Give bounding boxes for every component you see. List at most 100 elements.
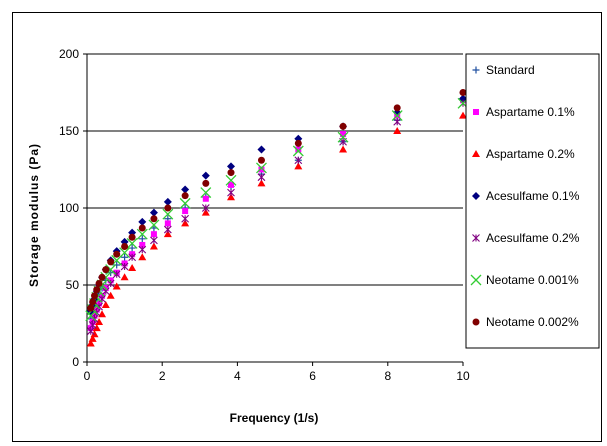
data-point — [120, 262, 129, 271]
data-point — [459, 111, 467, 119]
data-point — [164, 204, 172, 212]
data-point — [138, 235, 146, 243]
data-point — [120, 273, 129, 281]
data-point — [164, 220, 171, 227]
data-point — [163, 225, 172, 234]
legend-marker-3 — [472, 150, 480, 157]
data-point — [228, 181, 235, 188]
data-point — [105, 264, 117, 276]
series-6 — [85, 97, 469, 322]
legend-label-7: Neotame 0.002% — [486, 315, 579, 329]
data-point — [295, 146, 302, 153]
data-point — [88, 334, 97, 342]
data-point — [148, 219, 160, 231]
chart-frame — [12, 12, 602, 442]
data-point — [391, 110, 403, 122]
data-point — [150, 215, 158, 223]
legend-marker-6 — [470, 274, 482, 286]
data-point — [106, 279, 115, 288]
data-point — [106, 291, 115, 299]
data-point — [202, 179, 210, 187]
data-point — [113, 250, 121, 258]
data-point — [87, 304, 95, 312]
data-point — [138, 245, 147, 254]
data-point — [200, 187, 212, 199]
y-tick-label-150: 150 — [59, 124, 79, 138]
x-tick-label-2: 2 — [159, 369, 166, 383]
data-point — [201, 204, 210, 212]
axes — [83, 53, 464, 366]
data-points — [85, 89, 469, 347]
data-point — [294, 162, 303, 170]
data-point — [257, 179, 266, 187]
data-point — [393, 117, 402, 126]
gridlines — [87, 53, 463, 286]
legend-marker-2 — [473, 109, 479, 115]
legend: Standard Aspartame 0.1% Aspartame 0.2% Aces… — [465, 53, 600, 349]
data-point — [150, 236, 158, 245]
x-tick-label-4: 4 — [234, 369, 241, 383]
data-point — [227, 169, 235, 177]
series-4 — [86, 94, 467, 316]
data-point — [459, 89, 467, 96]
data-point — [225, 174, 237, 186]
data-point — [89, 298, 97, 306]
data-point — [393, 127, 402, 134]
data-point — [112, 270, 121, 279]
data-point — [149, 208, 158, 217]
data-point — [294, 156, 303, 165]
y-tick-label-200: 200 — [59, 47, 79, 61]
data-point — [258, 166, 265, 173]
data-point — [149, 242, 158, 250]
data-point — [98, 273, 106, 281]
data-point — [393, 104, 401, 112]
data-point — [92, 308, 101, 317]
data-point — [112, 282, 121, 290]
legend-marker-4 — [472, 192, 480, 200]
data-point — [128, 253, 137, 262]
data-point — [257, 156, 265, 164]
legend-box — [465, 53, 600, 349]
data-point — [138, 217, 147, 226]
data-point — [256, 162, 267, 174]
data-point — [181, 214, 190, 223]
legend-marker-1 — [472, 66, 480, 74]
data-point — [163, 197, 172, 206]
data-point — [337, 131, 349, 143]
data-point — [257, 145, 266, 154]
x-tick-label-8: 8 — [384, 369, 391, 383]
data-point — [163, 230, 172, 238]
data-point — [126, 237, 138, 249]
data-point — [90, 330, 99, 338]
data-point — [86, 327, 95, 336]
y-tick-label-0: 0 — [72, 355, 79, 369]
legend-label-1: Standard — [486, 63, 535, 77]
legend-marker-7 — [472, 318, 480, 326]
data-point — [95, 279, 103, 287]
y-tick-label-100: 100 — [59, 201, 79, 215]
data-point — [119, 247, 131, 259]
data-point — [113, 261, 121, 269]
data-point — [139, 241, 146, 248]
data-point — [88, 321, 97, 329]
data-point — [294, 139, 302, 147]
legend-label-3: Aspartame 0.2% — [486, 147, 575, 161]
data-point — [102, 266, 110, 274]
data-point — [86, 339, 95, 347]
data-point — [292, 145, 304, 157]
data-point — [227, 162, 236, 171]
legend-marker-5 — [472, 234, 480, 242]
data-point — [128, 233, 136, 241]
legend-label-5: Acesulfame 0.2% — [486, 231, 580, 245]
data-point — [121, 253, 129, 261]
x-tick-label-0: 0 — [84, 369, 91, 383]
data-point — [107, 258, 115, 266]
data-point — [101, 301, 110, 309]
data-point — [339, 122, 347, 130]
x-axis-label: Frequency (1/s) — [230, 411, 319, 425]
legend-label-6: Neotame 0.001% — [486, 273, 579, 287]
data-point — [93, 286, 101, 294]
data-point — [179, 197, 191, 209]
legend-label-4: Acesulfame 0.1% — [486, 189, 580, 203]
